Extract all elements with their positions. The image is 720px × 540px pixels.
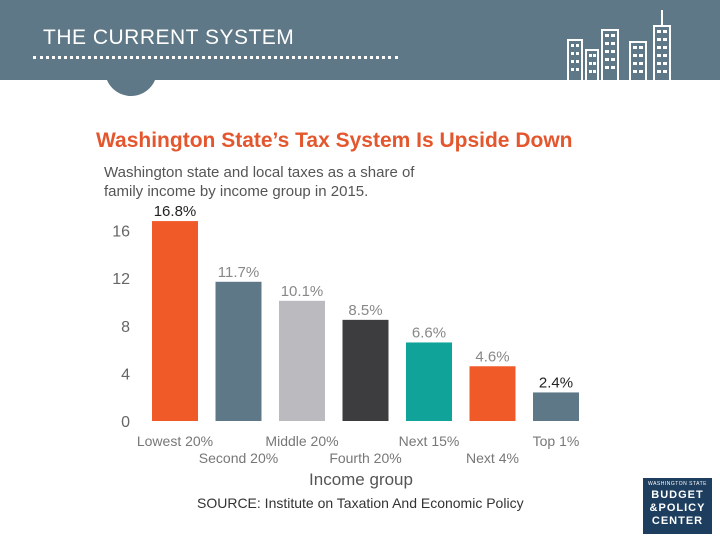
bar-1 xyxy=(152,221,198,421)
header-dotted-rule xyxy=(33,56,398,59)
budget-policy-center-logo: WASHINGTON STATE BUDGET &POLICY CENTER xyxy=(643,478,712,534)
x-tick-label: Middle 20% xyxy=(265,433,338,449)
x-tick-label: Top 1% xyxy=(533,433,580,449)
header-tab-decoration xyxy=(105,56,157,96)
logo-line-2: &POLICY xyxy=(649,502,706,514)
bar-4 xyxy=(342,319,389,421)
y-tick-label: 16 xyxy=(112,224,130,241)
bar-value-label: 11.7% xyxy=(218,264,259,281)
logo-line-3: CENTER xyxy=(651,515,704,527)
bar-value-label: 4.6% xyxy=(475,348,509,365)
x-axis-label: Income group xyxy=(309,470,413,489)
bar-value-label: 6.6% xyxy=(412,324,446,341)
chart-subtitle: Washington state and local taxes as a sh… xyxy=(104,164,415,200)
bar-5 xyxy=(406,342,452,421)
x-tick-label: Next 4% xyxy=(466,450,519,466)
city-skyline-icon xyxy=(567,10,671,83)
y-tick-label: 12 xyxy=(112,271,130,288)
logo-line-1: BUDGET xyxy=(651,489,704,501)
x-tick-label: Fourth 20% xyxy=(329,450,401,466)
bar-value-label: 2.4% xyxy=(539,374,573,391)
bar-2 xyxy=(215,281,262,421)
bar-value-label: 8.5% xyxy=(348,302,382,319)
chart-title: Washington State’s Tax System Is Upside … xyxy=(96,129,573,152)
source-note: SOURCE: Institute on Taxation And Econom… xyxy=(197,495,524,511)
bar-7 xyxy=(533,392,579,421)
logo-small-text: WASHINGTON STATE xyxy=(648,481,707,487)
x-tick-label: Second 20% xyxy=(199,450,278,466)
bar-6 xyxy=(469,366,516,421)
y-tick-label: 4 xyxy=(121,366,130,383)
bar-3 xyxy=(279,300,325,421)
bar-value-label: 10.1% xyxy=(281,283,324,300)
x-tick-label: Next 15% xyxy=(399,433,460,449)
y-tick-label: 0 xyxy=(121,414,130,431)
y-tick-label: 8 xyxy=(121,319,130,336)
slide-title: THE CURRENT SYSTEM xyxy=(43,26,295,49)
bar-value-label: 16.8% xyxy=(154,203,197,220)
x-tick-label: Lowest 20% xyxy=(137,433,213,449)
